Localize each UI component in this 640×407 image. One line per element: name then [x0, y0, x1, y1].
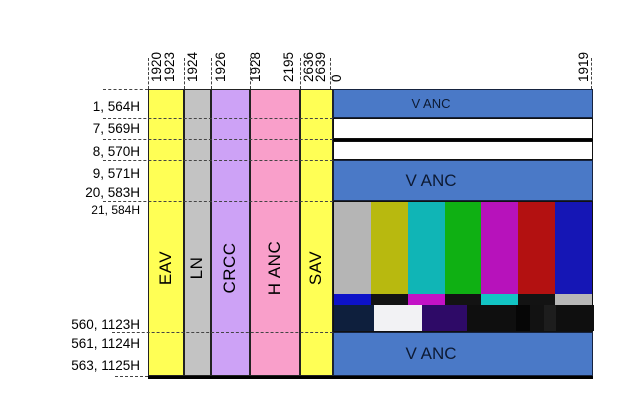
line-number-label: 20, 583H	[85, 185, 140, 200]
sample-boundary-dash	[300, 58, 301, 89]
v-anc-label: V ANC	[405, 170, 457, 190]
bar-yellow	[370, 202, 408, 294]
bar-cyan	[407, 202, 445, 294]
color-bars-bottom-row	[334, 305, 594, 331]
hanc-column-label: H ANC	[265, 240, 284, 296]
blank-line-band	[333, 118, 593, 139]
line-number-label: 8, 570H	[92, 144, 140, 159]
castellation-blue	[334, 294, 371, 305]
blank-line-band	[333, 141, 593, 160]
bottom-pluge-black	[530, 305, 544, 331]
row-boundary-dash	[112, 332, 333, 333]
sample-boundary-dash	[211, 58, 212, 89]
castellation-black	[518, 294, 556, 305]
bar-blue	[555, 202, 593, 294]
bottom-black	[556, 305, 594, 331]
line-number-label: 1, 564H	[92, 99, 140, 114]
bar-green	[444, 202, 482, 294]
castellation-black	[370, 294, 408, 305]
sample-boundary-dash	[591, 58, 592, 89]
row-boundary-dash	[103, 201, 333, 202]
line-number-label: 563, 1125H	[71, 358, 140, 373]
sample-number-label: 1919	[576, 51, 591, 82]
crcc-column-label: CRCC	[220, 242, 239, 294]
v-anc-band-top: V ANC	[333, 89, 593, 118]
bar-gray	[334, 202, 371, 294]
active-video-color-bars	[333, 201, 594, 332]
sample-boundary-dash	[330, 58, 331, 89]
v-anc-label: V ANC	[405, 344, 457, 363]
line-number-label: 561, 1124H	[71, 336, 140, 351]
eav-column	[148, 89, 184, 376]
bar-magenta	[481, 202, 519, 294]
v-anc-band-bottom: V ANC	[333, 332, 593, 376]
row-boundary-dash	[103, 160, 333, 161]
bottom-plus-Q	[422, 305, 467, 331]
sample-number-label: 1923	[162, 51, 177, 82]
sample-number-label: 0	[329, 74, 344, 82]
castellation-gray	[555, 294, 593, 305]
sample-number-label: 1924	[185, 51, 200, 82]
row-boundary-dash	[103, 118, 333, 119]
row-boundary-dash	[103, 89, 148, 90]
row-boundary-dash	[103, 139, 333, 140]
row-boundary-dash	[115, 376, 148, 377]
castellation-cyan	[481, 294, 519, 305]
diagram-bottom-line	[148, 376, 593, 379]
sample-number-label: 1928	[248, 51, 263, 82]
sav-column-label: SAV	[306, 250, 325, 286]
switching-line	[333, 139, 593, 141]
bottom-pluge-dark	[516, 305, 530, 331]
sample-number-label: 2639	[313, 51, 328, 82]
bar-red	[518, 202, 556, 294]
castellation-magenta	[407, 294, 445, 305]
line-number-label: 560, 1123H	[71, 317, 140, 332]
eav-column-label: EAV	[156, 250, 175, 286]
bottom-minus-I	[334, 305, 374, 331]
bottom-black	[467, 305, 516, 331]
bottom-pluge-light	[544, 305, 556, 331]
v-anc-label: V ANC	[411, 96, 451, 111]
sample-boundary-dash	[184, 58, 185, 89]
color-bars-main-row	[334, 202, 593, 294]
bottom-white	[374, 305, 422, 331]
sample-number-label: 2195	[281, 51, 296, 82]
ln-column-label: LN	[187, 256, 206, 280]
sample-boundary-dash	[250, 58, 251, 89]
sav-column	[300, 89, 333, 376]
color-bars-castellation-row	[334, 294, 593, 305]
line-number-label: 7, 569H	[92, 121, 140, 136]
hanc-column	[250, 89, 300, 376]
ln-column	[184, 89, 211, 376]
castellation-black	[444, 294, 482, 305]
sample-number-label: 1926	[213, 51, 228, 82]
crcc-column	[211, 89, 250, 376]
line-number-label: 9, 571H	[92, 166, 140, 181]
sample-boundary-dash	[148, 58, 149, 89]
line-number-label: 21, 584H	[91, 203, 140, 217]
v-anc-band-middle: V ANC	[333, 160, 593, 201]
